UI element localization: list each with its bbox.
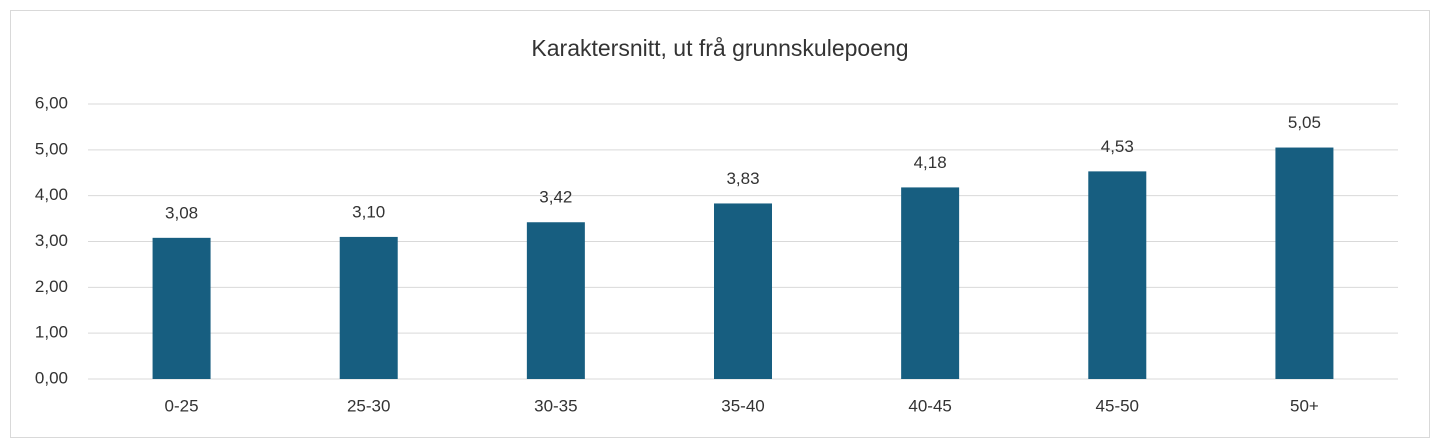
y-tick-label: 1,00	[35, 323, 68, 342]
bar	[901, 187, 960, 379]
value-label: 3,10	[352, 202, 385, 221]
bar	[152, 237, 211, 379]
bar	[1275, 147, 1334, 379]
y-tick-label: 6,00	[35, 93, 68, 112]
x-tick-label: 25-30	[347, 396, 390, 415]
bar	[526, 222, 585, 379]
y-tick-label: 0,00	[35, 368, 68, 387]
chart-title: Karaktersnitt, ut frå grunnskulepoeng	[531, 35, 908, 61]
y-tick-label: 2,00	[35, 277, 68, 296]
x-tick-label: 0-25	[165, 396, 199, 415]
bar	[714, 203, 772, 379]
value-label: 3,42	[539, 188, 572, 207]
value-label: 3,83	[726, 169, 759, 188]
x-tick-label: 45-50	[1096, 396, 1139, 415]
y-tick-label: 5,00	[35, 139, 68, 158]
value-label: 5,05	[1288, 113, 1321, 132]
x-tick-label: 40-45	[908, 396, 951, 415]
x-tick-label: 30-35	[534, 396, 577, 415]
x-tick-label: 50+	[1290, 396, 1319, 415]
bar	[339, 236, 398, 379]
value-label: 4,18	[914, 153, 947, 172]
y-tick-label: 3,00	[35, 231, 68, 250]
bar	[1088, 171, 1147, 379]
x-tick-label: 35-40	[721, 396, 764, 415]
value-label: 3,08	[165, 203, 198, 222]
value-label: 4,53	[1101, 137, 1134, 156]
y-tick-label: 4,00	[35, 185, 68, 204]
